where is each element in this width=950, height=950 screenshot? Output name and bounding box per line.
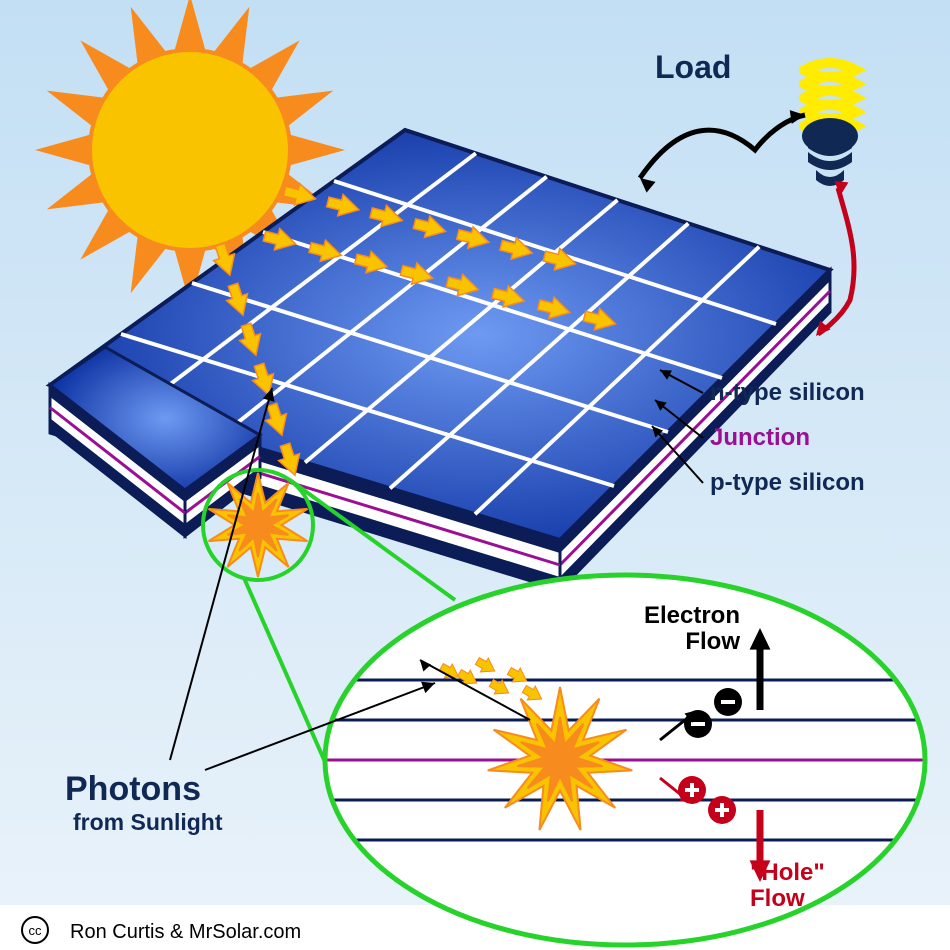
svg-text:Flow: Flow bbox=[750, 885, 805, 912]
electron-flow-label: Electron bbox=[644, 602, 740, 629]
photons-label: Photons bbox=[65, 770, 201, 808]
sun-icon bbox=[90, 50, 290, 250]
hole-flow-label: "Hole" bbox=[750, 859, 825, 886]
bulb-icon bbox=[802, 118, 858, 154]
n-type-label: n-type silicon bbox=[710, 379, 865, 406]
load-label: Load bbox=[655, 49, 731, 85]
svg-text:from Sunlight: from Sunlight bbox=[73, 809, 223, 835]
junction-label: Junction bbox=[710, 424, 810, 451]
svg-text:cc: cc bbox=[29, 923, 43, 938]
diagram: ElectronFlow"Hole"Flown-type siliconJunc… bbox=[0, 0, 950, 950]
p-type-label: p-type silicon bbox=[710, 469, 865, 496]
svg-text:Flow: Flow bbox=[685, 628, 740, 655]
attribution-text: Ron Curtis & MrSolar.com bbox=[70, 921, 301, 943]
